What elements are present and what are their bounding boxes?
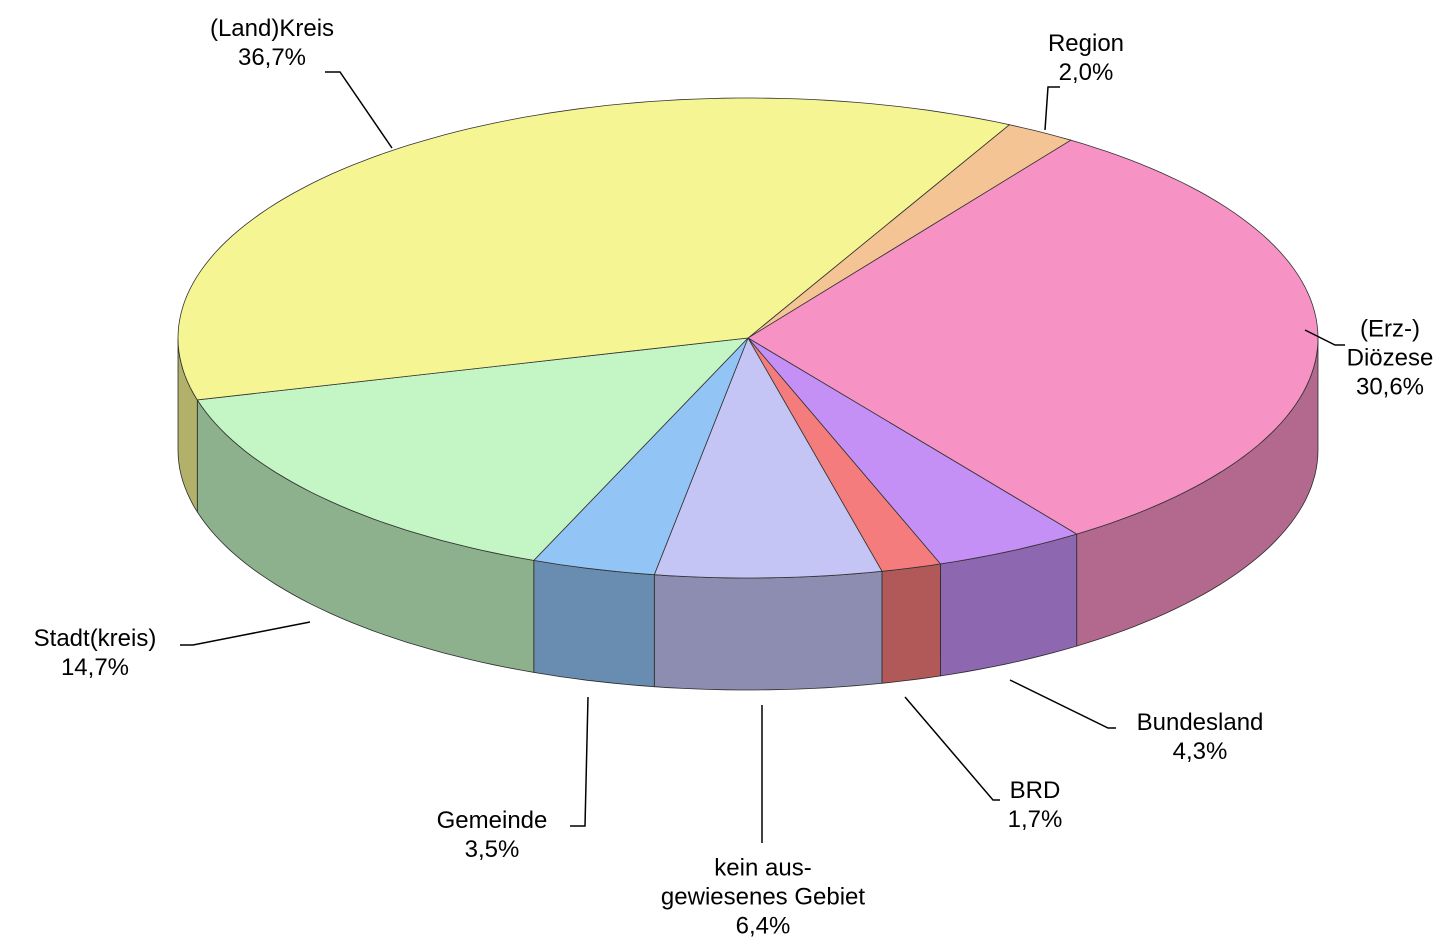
pie-side-shade [197, 399, 534, 673]
slice-label: Stadt(kreis) 14,7% [34, 624, 157, 682]
leader-line [904, 696, 1000, 801]
slice-value: 6,4% [735, 912, 791, 940]
slice-value: 30,6% [1355, 373, 1425, 401]
pie-side-shade [882, 563, 941, 684]
slice-name: kein aus- gewiesenes Gebiet [660, 854, 866, 911]
leader-line [325, 71, 393, 149]
leader-line [1304, 329, 1345, 346]
leader-line [180, 621, 311, 646]
slice-label: (Erz-) Diözese 30,6% [1347, 315, 1434, 402]
slice-name: Region [1047, 30, 1125, 57]
slice-name: Bundesland [1136, 709, 1264, 736]
slice-name: Gemeinde [436, 807, 548, 834]
slice-label: BRD 1,7% [1008, 776, 1063, 834]
pie-slice [177, 97, 1011, 401]
pie-slice [532, 337, 749, 576]
pie-slice [196, 337, 750, 561]
pie-slice [747, 337, 942, 572]
slice-value: 3,5% [464, 836, 520, 863]
slice-label: Region 2,0% [1048, 29, 1124, 87]
slice-value: 4,3% [1172, 738, 1228, 765]
slice-name: Stadt(kreis) [33, 625, 157, 652]
pie-slice [747, 337, 1078, 565]
slice-name: (Erz-) Diözese [1346, 315, 1434, 372]
slice-name: BRD [1009, 777, 1061, 804]
slice-value: 14,7% [60, 654, 130, 681]
leader-line [570, 696, 589, 827]
leader-line [1009, 679, 1116, 729]
pie-slice [747, 124, 1072, 339]
pie-side-shade [178, 338, 198, 512]
slice-label: Bundesland 4,3% [1137, 708, 1264, 766]
pie-side-shade [1076, 338, 1318, 647]
pie-side-shade [940, 534, 1077, 676]
slice-value: 1,7% [1007, 806, 1063, 833]
slice-label: kein aus- gewiesenes Gebiet 6,4% [661, 854, 865, 941]
slice-value: 2,0% [1058, 59, 1114, 86]
pie-side-shade [654, 571, 882, 690]
slice-value: 36,7% [237, 44, 307, 71]
slice-label: (Land)Kreis 36,7% [210, 14, 334, 72]
pie-side-shade [533, 560, 655, 687]
slice-name: (Land)Kreis [209, 15, 335, 42]
slice-label: Gemeinde 3,5% [437, 806, 548, 864]
pie-slice [653, 337, 883, 579]
leader-line [1044, 86, 1060, 131]
